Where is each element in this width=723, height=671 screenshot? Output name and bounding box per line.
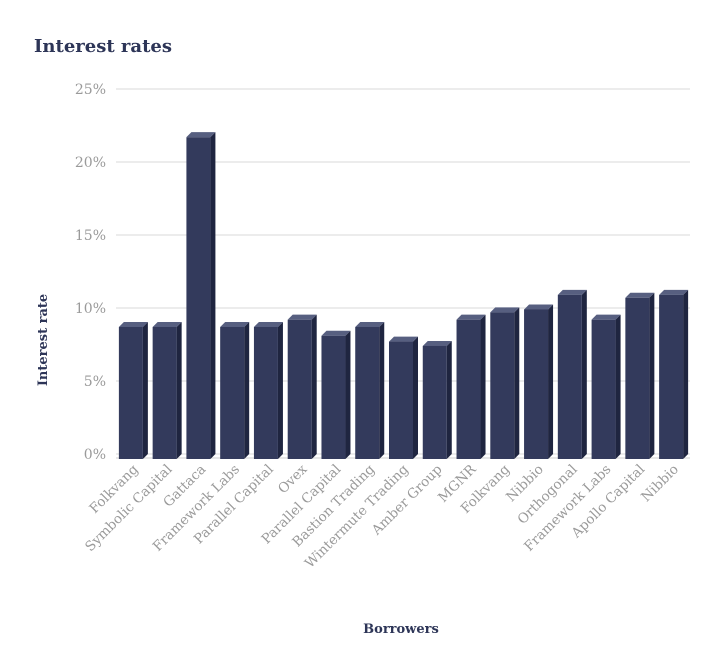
bar-top bbox=[152, 321, 182, 327]
bar-side bbox=[345, 330, 351, 459]
bar-front bbox=[557, 294, 582, 459]
y-tick-label: 25% bbox=[75, 82, 106, 98]
bar-front bbox=[220, 326, 245, 459]
bar-front bbox=[591, 319, 616, 459]
bar-top bbox=[186, 132, 216, 138]
y-tick-label: 20% bbox=[75, 155, 106, 171]
bar-side bbox=[683, 289, 689, 459]
bar-side bbox=[244, 321, 250, 459]
bar-side bbox=[176, 321, 182, 459]
bar-front bbox=[152, 326, 177, 459]
x-axis-label: Borrowers bbox=[363, 622, 439, 637]
bar-top bbox=[118, 321, 148, 327]
bar bbox=[220, 321, 250, 459]
bar-top bbox=[591, 314, 621, 320]
bar-side bbox=[277, 321, 283, 459]
bar-top bbox=[389, 336, 418, 342]
bar-top bbox=[524, 304, 554, 310]
bar-side bbox=[379, 321, 385, 459]
bar bbox=[152, 321, 182, 459]
bar-front bbox=[490, 312, 515, 459]
bar-top bbox=[422, 340, 452, 346]
y-tick-label: 10% bbox=[75, 301, 106, 317]
bar-front bbox=[287, 319, 312, 459]
bar bbox=[422, 340, 452, 459]
bar-top bbox=[490, 307, 520, 313]
chart-title: Interest rates bbox=[34, 36, 172, 57]
bar bbox=[321, 330, 351, 459]
y-axis-ticks: 0% 5% 10% 15% 20% 25% bbox=[75, 82, 106, 463]
bar bbox=[355, 321, 385, 459]
y-tick-label: 15% bbox=[75, 228, 106, 244]
bar-side bbox=[649, 292, 655, 459]
bar-front bbox=[524, 309, 549, 459]
bar-side bbox=[581, 289, 587, 459]
bar bbox=[591, 314, 621, 459]
bars bbox=[118, 132, 689, 459]
bar bbox=[389, 336, 418, 459]
bar-side bbox=[311, 314, 317, 459]
bar-top bbox=[557, 289, 587, 295]
y-axis-label: Interest rate bbox=[36, 294, 51, 386]
bar-side bbox=[514, 307, 520, 459]
bar bbox=[186, 132, 216, 459]
bar-front bbox=[625, 297, 650, 459]
bar-top bbox=[456, 314, 486, 320]
bar-side bbox=[615, 314, 621, 459]
bar bbox=[659, 289, 689, 459]
bar bbox=[524, 304, 554, 459]
bar-front bbox=[456, 319, 481, 459]
y-tick-label: 0% bbox=[84, 447, 106, 463]
bar-top bbox=[220, 321, 250, 327]
bar-front bbox=[659, 294, 684, 459]
bar-side bbox=[548, 304, 554, 459]
bar-side bbox=[142, 321, 148, 459]
x-tick-label: Nibbio bbox=[638, 462, 682, 506]
bar-front bbox=[422, 345, 447, 459]
bar bbox=[253, 321, 283, 459]
bar-top bbox=[355, 321, 385, 327]
bar-side bbox=[480, 314, 486, 459]
bar bbox=[625, 292, 655, 459]
bar bbox=[118, 321, 148, 459]
bar-side bbox=[413, 336, 418, 459]
bar bbox=[557, 289, 587, 459]
bar-front bbox=[186, 137, 211, 459]
bar-front bbox=[118, 326, 143, 459]
bar-side bbox=[210, 132, 216, 459]
bar bbox=[490, 307, 520, 459]
bar-top bbox=[659, 289, 689, 295]
bar bbox=[456, 314, 486, 459]
bar-front bbox=[253, 326, 278, 459]
bar-front bbox=[389, 341, 413, 459]
bar-top bbox=[287, 314, 317, 320]
y-tick-label: 5% bbox=[84, 374, 106, 390]
bar-side bbox=[446, 340, 452, 459]
bar-top bbox=[625, 292, 655, 298]
bar-top bbox=[321, 330, 351, 336]
bar-front bbox=[321, 335, 346, 459]
bar bbox=[287, 314, 317, 459]
bar-front bbox=[355, 326, 380, 459]
bar-top bbox=[253, 321, 283, 327]
